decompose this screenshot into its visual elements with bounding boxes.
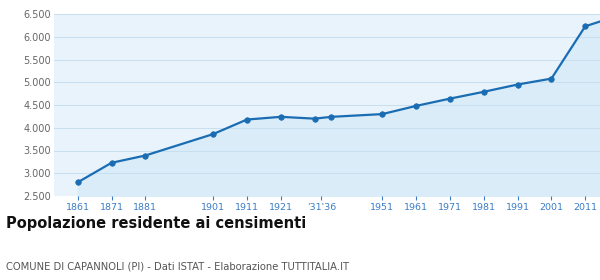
Text: COMUNE DI CAPANNOLI (PI) - Dati ISTAT - Elaborazione TUTTITALIA.IT: COMUNE DI CAPANNOLI (PI) - Dati ISTAT - … xyxy=(6,262,349,272)
Text: Popolazione residente ai censimenti: Popolazione residente ai censimenti xyxy=(6,216,306,231)
